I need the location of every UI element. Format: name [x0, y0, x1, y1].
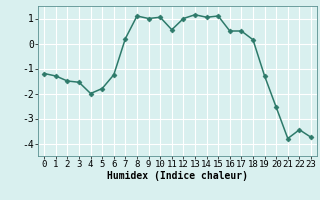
X-axis label: Humidex (Indice chaleur): Humidex (Indice chaleur): [107, 171, 248, 181]
